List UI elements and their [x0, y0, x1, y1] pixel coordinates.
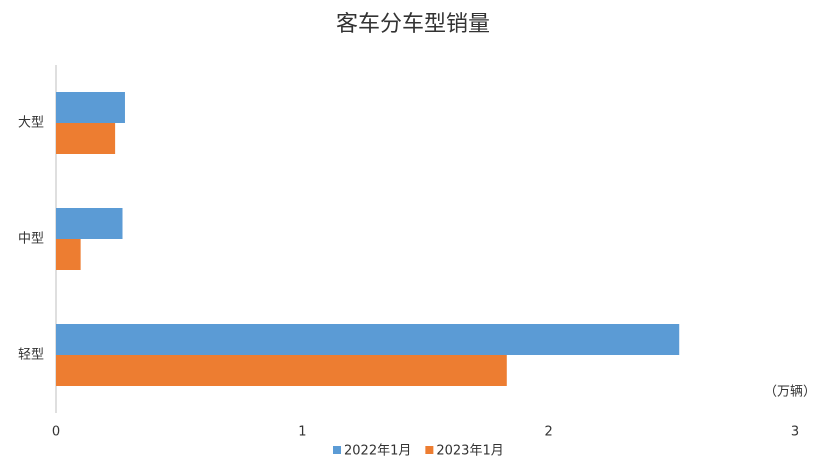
- x-tick-label: 3: [791, 425, 799, 440]
- legend-swatch: [333, 446, 341, 454]
- bar: [56, 239, 81, 270]
- bar: [56, 208, 123, 239]
- bar: [56, 324, 680, 355]
- y-tick-label: 轻型: [18, 348, 44, 363]
- x-tick-label: 1: [298, 425, 306, 440]
- bar: [56, 355, 507, 386]
- legend-label: 2023年1月: [436, 444, 503, 459]
- y-tick-label: 中型: [18, 232, 44, 247]
- x-tick-label: 0: [52, 425, 60, 440]
- legend-swatch: [425, 446, 434, 454]
- unit-annotation: （万辆）: [764, 385, 816, 400]
- chart-title: 客车分车型销量: [336, 12, 490, 37]
- x-tick-label: 2: [545, 425, 553, 440]
- bar: [56, 92, 125, 123]
- bar: [56, 123, 116, 154]
- y-tick-label: 大型: [18, 116, 44, 131]
- legend-label: 2022年1月: [344, 444, 411, 459]
